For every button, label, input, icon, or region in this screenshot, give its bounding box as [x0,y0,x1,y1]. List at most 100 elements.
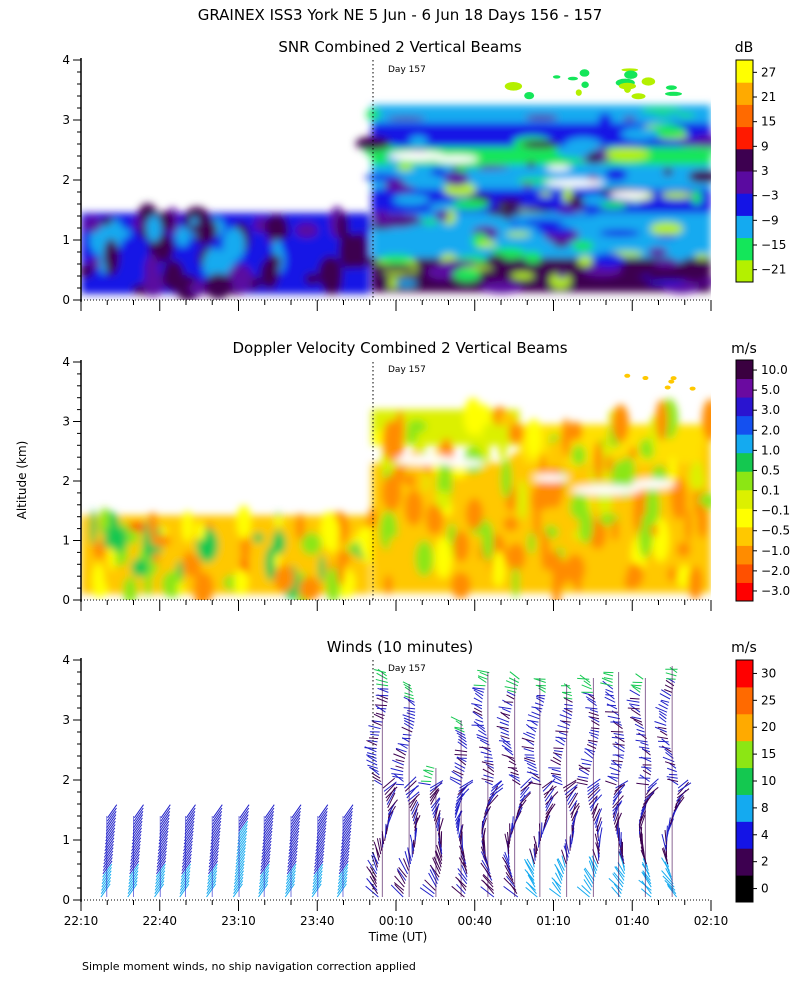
wind-barb [627,700,640,702]
doppler-blob [702,399,719,442]
doppler-blob [274,553,280,569]
wind-barb [616,781,628,788]
colorbar-label: −3.0 [761,584,790,598]
snr-blob [653,260,680,267]
snr-sparse-return [624,71,637,79]
wind-barb [581,759,592,762]
colorbar-swatch [736,660,753,687]
winds-panel-title: Winds (10 minutes) [327,638,474,656]
snr-blob [662,192,692,199]
wind-barb [528,727,536,729]
doppler-blob [382,475,402,511]
wind-barb [600,683,612,686]
footnote: Simple moment winds, no ship navigation … [82,960,416,973]
doppler-blob [633,496,642,532]
snr-blob [427,235,466,239]
colorbar-swatch [736,714,753,741]
snr-blob [145,254,160,286]
doppler-blob [195,522,205,540]
doppler-blob [512,567,519,599]
wind-barb [670,667,677,672]
doppler-blob [499,413,516,426]
wind-barb [643,873,651,884]
snr-blob [387,116,425,120]
wind-barb [585,708,597,709]
doppler-blob [612,404,629,442]
wind-barb [612,711,619,716]
snr-gap [434,155,478,163]
colorbar-swatch [736,490,753,509]
wind-barb [643,793,654,805]
wind-barb [584,752,593,759]
y-tick-label: 4 [62,355,70,369]
colorbar-swatch [736,82,753,105]
doppler-blob [501,459,512,499]
doppler-blob [517,479,527,520]
doppler-blob [153,551,160,564]
snr-gap [545,179,605,187]
doppler-blob [685,508,692,542]
colorbar-swatch [736,149,753,172]
doppler-blob [579,508,593,544]
colorbar-label: 15 [761,747,776,761]
doppler-blob [435,491,451,509]
doppler-blob [471,559,491,584]
doppler-blob [508,423,524,444]
snr-blob [223,228,245,261]
wind-barb [474,685,486,686]
snr-blob [522,207,553,212]
wind-barb [582,763,591,765]
snr-blob [572,240,594,251]
wind-barb [524,760,535,765]
colorbar-label: 10.0 [761,363,788,377]
doppler-blob [688,566,703,600]
wind-barb [613,760,623,761]
snr-blob [104,239,119,273]
colorbar-label: −0.1 [761,504,790,518]
snr-blob [525,115,558,121]
x-tick-label: 22:40 [142,914,177,928]
colorbar-swatch [736,508,753,527]
wind-barb [636,783,649,785]
snr-blob [524,251,541,263]
colorbar-swatch [736,171,753,194]
snr-blob [511,272,534,279]
winds-day-label: Day 157 [388,664,426,674]
doppler-blob [90,509,96,545]
doppler-gap [533,474,569,482]
doppler-gap [631,479,675,489]
doppler-blob [629,447,636,460]
wind-barb [560,715,572,719]
doppler-blob [253,533,263,543]
snr-blob [592,253,625,267]
wind-barb [488,786,497,801]
snr-blob [176,227,190,247]
wind-barb [551,773,561,775]
wind-barb [475,719,483,722]
wind-barb [665,762,675,765]
wind-barb [636,674,644,680]
doppler-blob [434,537,452,578]
wind-barb [450,779,461,785]
wind-barb [426,766,434,768]
doppler-blob [616,459,634,484]
colorbar-label: 8 [761,801,769,815]
wind-barb [484,761,493,762]
snr-blob [83,216,102,233]
x-tick-label: 23:10 [221,914,256,928]
y-tick-label: 4 [62,653,70,667]
wind-barb [658,741,669,742]
y-tick-label: 0 [62,893,70,907]
snr-field [79,68,723,301]
wind-barb [376,713,385,715]
wind-barb [659,747,670,749]
wind-barb [375,705,387,706]
colorbar-label: 15 [761,115,776,129]
colorbar-label: −21 [761,263,786,277]
x-tick-label: 22:10 [64,914,99,928]
colorbar-label: 10 [761,774,776,788]
wind-barb [423,884,435,893]
wind-barb [553,748,563,749]
